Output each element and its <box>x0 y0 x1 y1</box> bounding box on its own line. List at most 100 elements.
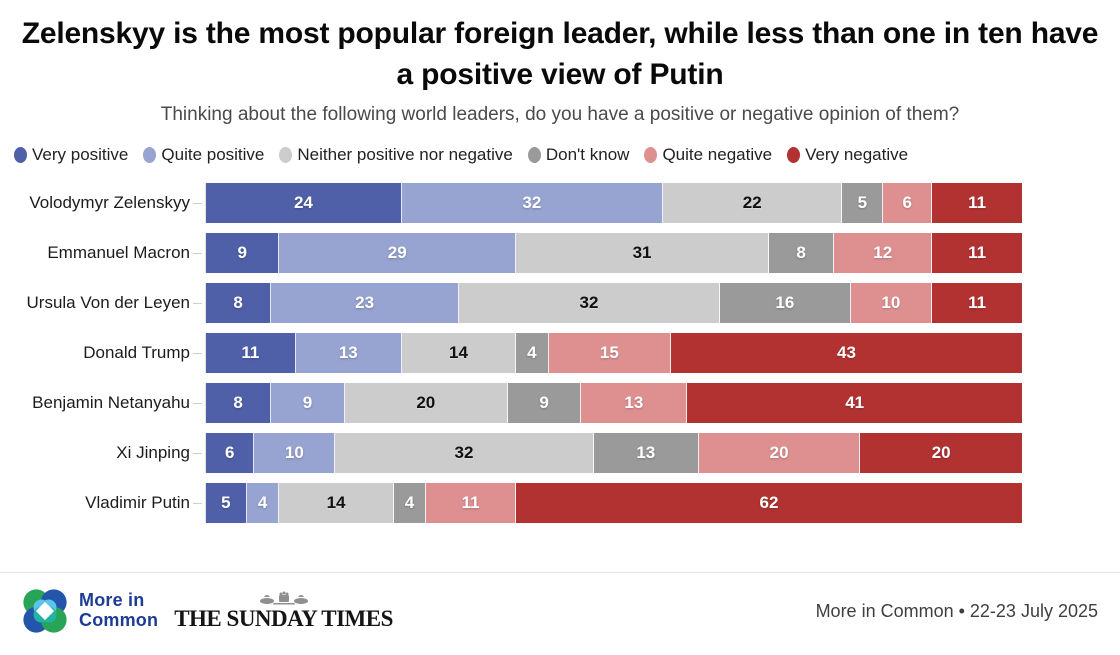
bar-segment: 43 <box>671 333 1022 373</box>
segment-value: 8 <box>796 243 806 262</box>
footer: More in Common THE SUNDAY TIMES <box>0 572 1120 655</box>
legend-label: Neither positive nor negative <box>297 145 513 164</box>
legend-label: Very positive <box>32 145 129 164</box>
legend-label: Very negative <box>805 145 909 164</box>
bar-segment: 4 <box>246 483 280 523</box>
chart-row: Donald Trump 11 13 14 4 15 43 <box>14 328 1120 378</box>
chart-row: Emmanuel Macron 9 29 31 8 12 11 <box>14 228 1120 278</box>
legend-dot-icon <box>14 147 27 163</box>
bar-segment: 32 <box>401 183 663 223</box>
axis-tick <box>193 203 205 204</box>
segment-value: 13 <box>338 343 358 362</box>
segment-value: 8 <box>233 393 243 412</box>
bar-segment: 5 <box>842 183 884 223</box>
category-label: Xi Jinping <box>116 443 190 462</box>
chart-row: Xi Jinping 6 10 32 13 20 20 <box>14 428 1120 478</box>
segment-value: 32 <box>579 293 599 312</box>
legend-item: Very negative <box>787 145 908 165</box>
bar-segment: 11 <box>932 233 1022 273</box>
moreincommon-logo-icon <box>22 588 68 634</box>
segment-value: 4 <box>404 493 415 512</box>
legend-item: Neither positive nor negative <box>279 145 513 165</box>
stacked-bar: 6 10 32 13 20 20 <box>205 433 1022 473</box>
segment-value: 11 <box>241 343 260 362</box>
bar-segment: 9 <box>271 383 345 423</box>
bar-segment: 13 <box>295 333 402 373</box>
segment-value: 14 <box>326 493 346 512</box>
bar-segment: 15 <box>548 333 672 373</box>
segment-value: 16 <box>775 293 795 312</box>
category-label: Emmanuel Macron <box>47 243 190 262</box>
bar-segment: 14 <box>401 333 517 373</box>
bar-segment: 24 <box>206 183 402 223</box>
bar-segment: 5 <box>206 483 247 523</box>
segment-value: 6 <box>225 443 235 462</box>
segment-value: 10 <box>881 293 901 312</box>
bar-segment: 10 <box>850 283 933 323</box>
legend-item: Very positive <box>14 145 128 165</box>
category-label: Ursula Von der Leyen <box>26 293 191 312</box>
segment-value: 5 <box>221 493 231 512</box>
bar-segment: 29 <box>279 233 517 273</box>
legend: Very positive Quite positive Neither posit… <box>14 145 1120 165</box>
segment-value: 22 <box>742 193 762 212</box>
segment-value: 32 <box>522 193 542 212</box>
segment-value: 62 <box>759 493 779 512</box>
segment-value: 12 <box>873 243 893 262</box>
stacked-bar: 24 32 22 5 6 11 <box>205 183 1022 223</box>
segment-value: 9 <box>302 393 313 412</box>
segment-value: 14 <box>448 343 468 362</box>
legend-label: Don't know <box>545 145 630 164</box>
legend-label: Quite positive <box>161 145 265 164</box>
chart-row: Ursula Von der Leyen 8 23 32 16 10 11 <box>14 278 1120 328</box>
bar-segment: 23 <box>271 283 459 323</box>
bar-segment: 10 <box>254 433 336 473</box>
segment-value: 11 <box>968 243 987 262</box>
bar-segment: 8 <box>769 233 835 273</box>
segment-value: 20 <box>416 393 436 412</box>
segment-value: 24 <box>293 193 313 212</box>
bar-segment: 11 <box>932 183 1022 223</box>
axis-tick <box>193 403 205 404</box>
segment-value: 4 <box>257 493 268 512</box>
category-label: Volodymyr Zelenskyy <box>29 193 190 212</box>
sundaytimes-wordmark: THE SUNDAY TIMES <box>174 605 393 631</box>
bar-segment: 31 <box>516 233 770 273</box>
segment-value: 8 <box>233 293 243 312</box>
bar-segment: 20 <box>860 433 1022 473</box>
segment-value: 13 <box>636 443 656 462</box>
segment-value: 13 <box>624 393 644 412</box>
bar-segment: 8 <box>206 383 272 423</box>
bar-segment: 6 <box>883 183 933 223</box>
stacked-bar: 8 9 20 9 13 41 <box>205 383 1022 423</box>
segment-value: 29 <box>387 243 407 262</box>
category-label: Donald Trump <box>83 343 190 362</box>
segment-value: 4 <box>527 343 537 362</box>
axis-tick <box>193 353 205 354</box>
segment-value: 9 <box>539 393 549 412</box>
stacked-bar: 9 29 31 8 12 11 <box>205 233 1022 273</box>
bar-segment: 11 <box>426 483 517 523</box>
stacked-bar: 8 23 32 16 10 11 <box>205 283 1022 323</box>
bar-segment: 32 <box>458 283 721 323</box>
bar-segment: 13 <box>593 433 699 473</box>
moreincommon-logo-text: More in Common <box>79 590 159 631</box>
bar-segment: 4 <box>516 333 549 373</box>
segment-value: 11 <box>968 293 987 312</box>
bar-segment: 32 <box>335 433 594 473</box>
bar-segment: 9 <box>206 233 280 273</box>
legend-item: Quite negative <box>644 145 772 165</box>
chart-row: Benjamin Netanyahu 8 9 20 9 13 41 <box>14 378 1120 428</box>
legend-label: Quite negative <box>662 145 773 164</box>
bar-segment: 22 <box>662 183 843 223</box>
category-label: Benjamin Netanyahu <box>32 393 190 412</box>
mic-logo-line2: Common <box>79 610 159 630</box>
segment-value: 5 <box>857 193 868 212</box>
stacked-bar: 5 4 14 4 11 62 <box>205 483 1022 523</box>
bar-segment: 9 <box>507 383 582 423</box>
category-label: Vladimir Putin <box>85 493 190 512</box>
bar-segment: 4 <box>393 483 427 523</box>
segment-value: 20 <box>769 443 789 462</box>
legend-dot-icon <box>787 147 801 163</box>
